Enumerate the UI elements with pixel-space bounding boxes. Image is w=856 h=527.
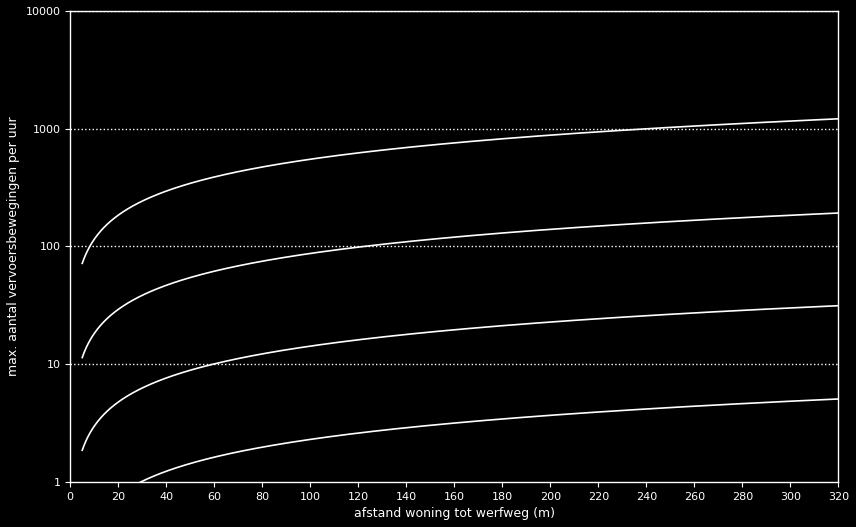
X-axis label: afstand woning tot werfweg (m): afstand woning tot werfweg (m) <box>354 507 555 520</box>
Y-axis label: max. aantal vervoersbewegingen per uur: max. aantal vervoersbewegingen per uur <box>7 116 20 376</box>
